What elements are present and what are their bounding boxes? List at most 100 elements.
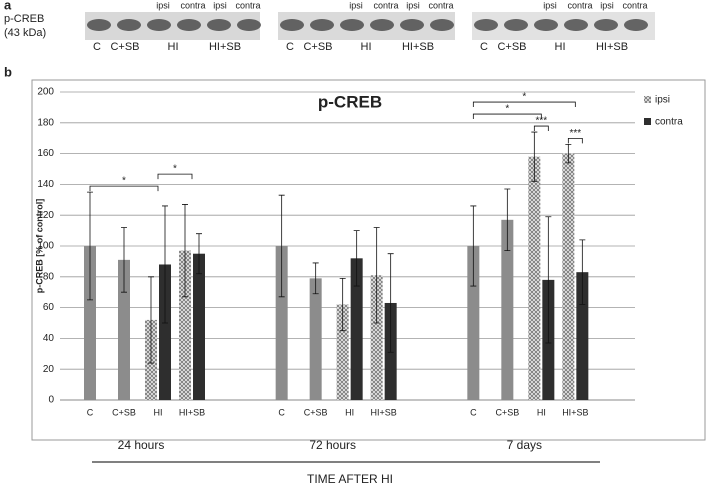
group-label: 7 days — [507, 438, 542, 452]
side-label: contra — [428, 0, 453, 10]
bar — [562, 153, 575, 400]
band — [117, 19, 141, 31]
x-tick-label: HI+SB — [179, 407, 205, 417]
y-tick-label: 40 — [43, 333, 55, 344]
band — [564, 19, 588, 31]
x-tick-label: HI — [537, 407, 546, 417]
chart-frame — [31, 79, 706, 441]
x-tick-label: C — [87, 407, 94, 417]
bar — [193, 253, 205, 400]
lane-label: HI+SB — [596, 41, 628, 53]
significance-bracket — [567, 137, 583, 144]
y-tick-label: 120 — [37, 210, 54, 221]
y-tick-label: 140 — [37, 179, 54, 190]
side-label: ipsi — [406, 0, 420, 10]
bar — [350, 258, 363, 400]
side-label: ipsi — [543, 0, 557, 10]
x-tick-label: HI+SB — [371, 407, 397, 417]
bar — [275, 246, 288, 400]
bar — [309, 278, 322, 400]
band — [177, 19, 201, 31]
error-bar — [312, 262, 319, 295]
side-label: ipsi — [213, 0, 227, 10]
lane-label: HI+SB — [402, 41, 434, 53]
band — [504, 19, 528, 31]
band — [474, 19, 498, 31]
significance-label: *** — [569, 128, 581, 139]
error-bar — [196, 233, 202, 275]
band — [594, 19, 618, 31]
band — [430, 19, 454, 31]
chart-title: p-CREB — [318, 92, 382, 111]
y-tick-label: 200 — [37, 87, 54, 98]
group-label: 72 hours — [309, 438, 356, 452]
error-bar — [504, 188, 511, 252]
bar — [501, 219, 514, 400]
legend-label: ipsi — [655, 95, 670, 106]
side-label: contra — [622, 0, 647, 10]
error-bar — [121, 227, 127, 293]
panel-label: b — [4, 64, 12, 79]
size-label: (43 kDa) — [4, 27, 46, 39]
bar — [370, 275, 383, 400]
significance-bracket — [533, 125, 549, 132]
bar — [467, 246, 480, 400]
significance-label: * — [505, 104, 509, 115]
error-bar — [545, 216, 552, 344]
lane-label: HI — [555, 41, 566, 53]
side-label: ipsi — [600, 0, 614, 10]
legend-swatch — [644, 96, 651, 103]
error-bar — [182, 204, 188, 298]
y-tick-label: 0 — [48, 395, 54, 406]
bar — [84, 246, 96, 400]
band — [280, 19, 304, 31]
lane-label: C — [286, 41, 294, 53]
group-label: 24 hours — [118, 438, 165, 452]
blot — [278, 12, 455, 40]
bar — [336, 304, 349, 400]
bar — [179, 250, 191, 400]
error-bar — [87, 191, 93, 301]
lane-label: HI — [168, 41, 179, 53]
x-tick-label: C — [278, 407, 285, 417]
side-label: ipsi — [349, 0, 363, 10]
lane-label: C+SB — [110, 41, 139, 53]
significance-bracket — [472, 101, 576, 108]
x-axis-title: TIME AFTER HI — [307, 472, 393, 486]
panel-label: a — [4, 0, 12, 12]
y-tick-label: 160 — [37, 148, 54, 159]
bar — [118, 259, 130, 400]
x-tick-label: HI+SB — [562, 407, 588, 417]
y-tick-label: 60 — [43, 302, 55, 313]
lane-label: HI — [361, 41, 372, 53]
error-bar — [162, 205, 168, 324]
band — [534, 19, 558, 31]
blot — [85, 12, 260, 40]
band — [624, 19, 648, 31]
error-bar — [565, 143, 572, 164]
error-bar — [531, 131, 538, 182]
error-bar — [278, 194, 285, 298]
lane-label: C — [480, 41, 488, 53]
significance-label: * — [122, 176, 126, 187]
error-bar — [339, 277, 346, 332]
x-tick-label: C — [470, 407, 477, 417]
lane-label: HI+SB — [209, 41, 241, 53]
band — [87, 19, 111, 31]
lane-label: C+SB — [497, 41, 526, 53]
significance-bracket — [472, 113, 542, 120]
protein-label: p-CREB — [4, 13, 44, 25]
significance-label: * — [522, 92, 526, 103]
lane-label: C+SB — [303, 41, 332, 53]
x-tick-label: HI — [345, 407, 354, 417]
band — [147, 19, 171, 31]
y-tick-label: 180 — [37, 117, 54, 128]
y-tick-label: 100 — [37, 241, 54, 252]
band — [207, 19, 231, 31]
side-label: contra — [373, 0, 398, 10]
band — [370, 19, 394, 31]
x-tick-label: C+SB — [304, 407, 328, 417]
y-axis-title: p-CREB [% of control] — [34, 199, 44, 294]
side-label: contra — [567, 0, 592, 10]
